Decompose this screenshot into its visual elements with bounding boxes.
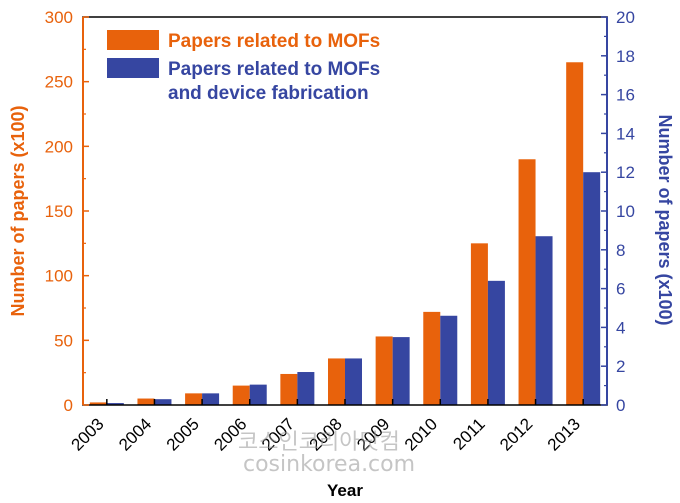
x-tick-label: 2012 — [496, 414, 536, 454]
left-tick-label: 300 — [45, 8, 73, 27]
right-tick-label: 4 — [616, 318, 625, 337]
right-tick-label: 6 — [616, 280, 625, 299]
x-axis-title: Year — [327, 481, 363, 500]
bar-mofs-2005 — [185, 393, 203, 405]
right-tick-label: 14 — [616, 124, 635, 143]
bar-mofs-2012 — [518, 159, 536, 405]
bar-device-2006 — [249, 384, 267, 405]
right-tick-label: 10 — [616, 202, 635, 221]
right-tick-label: 16 — [616, 86, 635, 105]
bar-device-2010 — [440, 315, 458, 405]
left-tick-label: 200 — [45, 137, 73, 156]
bar-device-2009 — [392, 337, 410, 405]
x-tick-label: 2010 — [401, 414, 441, 454]
bar-mofs-2003 — [89, 402, 107, 405]
x-tick-label: 2007 — [258, 414, 298, 454]
bar-mofs-2007 — [280, 373, 298, 405]
x-tick-label: 2009 — [353, 414, 393, 454]
bar-mofs-2013 — [566, 62, 584, 406]
right-tick-label: 12 — [616, 163, 635, 182]
legend-label-mofs: Papers related to MOFs — [168, 31, 380, 52]
right-tick-label: 0 — [616, 396, 625, 415]
x-tick-label: 2003 — [67, 414, 107, 454]
x-tick-label: 2006 — [210, 414, 250, 454]
bar-device-2005 — [202, 393, 220, 405]
left-tick-label: 100 — [45, 267, 73, 286]
bar-mofs-2011 — [470, 243, 488, 405]
bar-device-2007 — [297, 372, 315, 405]
right-tick-label: 8 — [616, 241, 625, 260]
left-tick-label: 250 — [45, 73, 73, 92]
legend-label-device-line1: Papers related to MOFs — [168, 59, 380, 80]
legend-label-device-line2: and device fabrication — [168, 83, 369, 104]
bar-device-2012 — [535, 236, 553, 405]
legend-swatch-mofs — [107, 30, 159, 50]
left-tick-label: 0 — [64, 396, 73, 415]
x-tick-label: 2004 — [115, 414, 155, 454]
y-axis-title-left: Number of papers (x100) — [8, 105, 28, 316]
x-tick-label: 2013 — [544, 414, 584, 454]
y-axis-title-right: Number of papers (x100) — [655, 114, 675, 325]
legend-swatch-device — [107, 58, 159, 78]
bar-mofs-2004 — [137, 398, 155, 405]
bar-mofs-2006 — [232, 385, 250, 405]
bar-device-2003 — [106, 403, 124, 405]
bar-device-2011 — [487, 280, 505, 405]
x-tick-label: 2005 — [163, 414, 203, 454]
bar-mofs-2009 — [375, 336, 393, 405]
right-tick-label: 2 — [616, 357, 625, 376]
bar-mofs-2010 — [423, 311, 441, 405]
left-tick-label: 50 — [54, 331, 73, 350]
right-tick-label: 20 — [616, 8, 635, 27]
bar-mofs-2008 — [328, 358, 345, 405]
right-tick-label: 18 — [616, 47, 635, 66]
x-tick-label: 2008 — [306, 414, 346, 454]
bar-device-2008 — [345, 358, 362, 405]
bar-device-2013 — [583, 172, 601, 405]
bar-device-2004 — [154, 399, 172, 405]
left-tick-label: 150 — [45, 202, 73, 221]
x-tick-label: 2011 — [449, 414, 488, 453]
